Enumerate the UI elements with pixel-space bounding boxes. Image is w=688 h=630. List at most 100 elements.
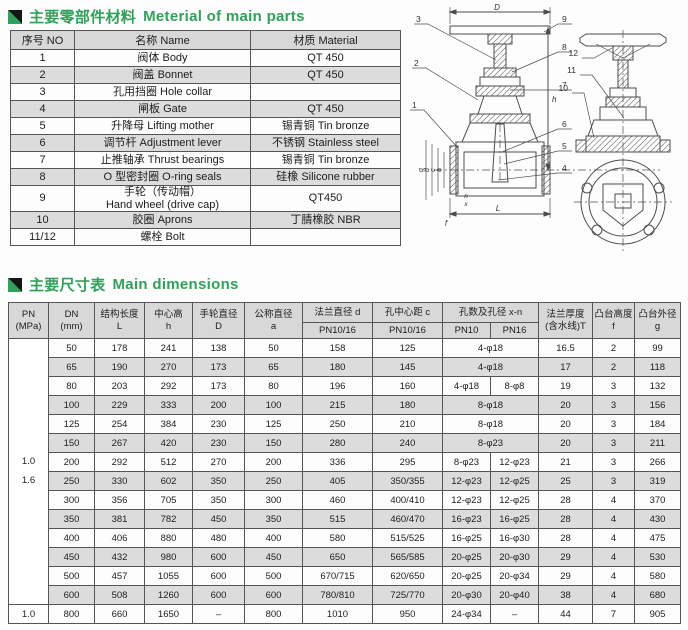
dim-label-L: L xyxy=(496,204,500,213)
parts-name: 孔用挡圈 Hole collar xyxy=(74,83,251,101)
dim-boss-od: 156 xyxy=(634,395,681,415)
parts-material: QT 450 xyxy=(250,100,401,118)
dim-length: 292 xyxy=(94,452,145,472)
dim-nominal-dia: 250 xyxy=(244,471,303,491)
dim-centre-height: 241 xyxy=(144,338,193,358)
parts-no: 8 xyxy=(10,168,75,186)
dim-flange-dia: 1010 xyxy=(302,604,373,624)
dims-header-row-2: PN10/16 PN10/16 PN10 PN16 xyxy=(9,322,681,339)
parts-material: 锡青铜 Tin bronze xyxy=(250,117,401,135)
dim-flange-dia: 280 xyxy=(302,433,373,453)
dim-flange-thickness: 17 xyxy=(538,357,593,377)
dim-flange-thickness: 38 xyxy=(538,585,593,605)
dim-flange-dia: 460 xyxy=(302,490,373,510)
dim-bolt-circle: 565/585 xyxy=(372,547,443,567)
dim-handwheel-dia: – xyxy=(192,604,245,624)
col-holes-pn10: PN10 xyxy=(442,322,491,339)
dimensions-title-zh: 主要尺寸表 xyxy=(29,277,106,294)
dim-holes-pn16: 20-φ30 xyxy=(490,547,539,567)
col-nominal-dia: 公称直径 a xyxy=(244,302,303,339)
dim-centre-height: 602 xyxy=(144,471,193,491)
dim-row: 65 190 270 173 65 180 145 4-φ18 17 2 118 xyxy=(9,357,681,377)
dim-centre-height: 292 xyxy=(144,376,193,396)
dim-flange-dia: 215 xyxy=(302,395,373,415)
parts-name: 阀体 Body xyxy=(74,49,251,67)
dim-boss-od: 475 xyxy=(634,528,681,548)
dim-length: 190 xyxy=(94,357,145,377)
dim-boss-height: 3 xyxy=(592,395,635,415)
parts-material: 不锈钢 Stainless steel xyxy=(250,134,401,152)
dim-flange-thickness: 20 xyxy=(538,433,593,453)
parts-material: 丁腈橡胶 NBR xyxy=(250,211,401,230)
gate-valve-drawing: D L f n x a xyxy=(410,3,672,252)
parts-row: 4 闸板 Gate QT 450 xyxy=(10,100,401,118)
dim-bolt-circle: 515/525 xyxy=(372,528,443,548)
dim-bolt-circle: 460/470 xyxy=(372,509,443,529)
dim-centre-height: 880 xyxy=(144,528,193,548)
dim-flange-dia: 780/810 xyxy=(302,585,373,605)
dim-flange-dia: 580 xyxy=(302,528,373,548)
dim-length: 330 xyxy=(94,471,145,491)
dim-label-D: D xyxy=(494,3,500,12)
dim-nominal-dia: 300 xyxy=(244,490,303,510)
dim-centre-height: 1260 xyxy=(144,585,193,605)
dim-handwheel-dia: 270 xyxy=(192,452,245,472)
dim-nominal-dia: 125 xyxy=(244,414,303,434)
callout-3: 3 xyxy=(416,14,421,24)
dim-row: 150 267 420 230 150 280 240 8-φ23 20 3 211 xyxy=(9,433,681,453)
dim-handwheel-dia: 173 xyxy=(192,357,245,377)
dim-centre-height: 980 xyxy=(144,547,193,567)
dim-boss-od: 132 xyxy=(634,376,681,396)
col-bolt-circle-sub: PN10/16 xyxy=(372,322,443,339)
dim-bolt-circle: 350/355 xyxy=(372,471,443,491)
dimensions-title-en: Main dimensions xyxy=(112,276,239,293)
dim-holes-pn16: 12-φ25 xyxy=(490,471,539,491)
parts-no: 11/12 xyxy=(10,228,75,247)
parts-no: 7 xyxy=(10,151,75,169)
main-dimensions-table: PN (MPa) DN (mm) 结构长度 L 中心高 h 手轮直径 D 公称直径 a 法兰… xyxy=(8,302,681,624)
parts-row: 6 调节杆 Adjustment lever 不锈钢 Stainless steel xyxy=(10,134,401,152)
dim-holes-pn16: 12-φ23 xyxy=(490,452,539,472)
dim-boss-height: 4 xyxy=(592,585,635,605)
dim-centre-height: 1650 xyxy=(144,604,193,624)
dim-flange-dia: 670/715 xyxy=(302,566,373,586)
dim-holes-pn16: 20-φ34 xyxy=(490,566,539,586)
col-handwheel-dia: 手轮直径 D xyxy=(192,302,245,339)
dim-boss-od: 99 xyxy=(634,338,681,358)
dim-boss-height: 4 xyxy=(592,528,635,548)
col-dn: DN (mm) xyxy=(48,302,95,339)
parts-material: 锡青铜 Tin bronze xyxy=(250,151,401,169)
dim-length: 508 xyxy=(94,585,145,605)
dim-holes-pn16: 8-φ8 xyxy=(490,376,539,396)
dim-bolt-circle: 180 xyxy=(372,395,443,415)
callout-1: 1 xyxy=(412,100,417,110)
dim-label-g: g xyxy=(418,168,425,172)
dim-handwheel-dia: 230 xyxy=(192,414,245,434)
dim-row: 250 330 602 350 250 405 350/355 12-φ23 12-φ25 25 3… xyxy=(9,471,681,491)
parts-no: 9 xyxy=(10,184,75,213)
parts-no: 5 xyxy=(10,117,75,135)
parts-col-material: 材质 Material xyxy=(250,30,401,50)
dim-row: 1.0 1.6 50 178 241 138 50 158 125 4-φ18 16.5 2 99 xyxy=(8,338,681,605)
dim-boss-height: 4 xyxy=(592,547,635,567)
parts-name: 闸板 Gate xyxy=(74,100,251,118)
dim-boss-height: 3 xyxy=(592,471,635,491)
dim-holes-pn10: 8-φ18 xyxy=(442,414,539,434)
dim-centre-height: 1055 xyxy=(144,566,193,586)
dim-flange-thickness: 29 xyxy=(538,547,593,567)
dim-holes-pn10: 20-φ25 xyxy=(442,547,491,567)
section-marker-icon xyxy=(8,277,22,292)
callout-9: 9 xyxy=(562,14,567,24)
dim-bolt-circle: 145 xyxy=(372,357,443,377)
dim-holes-pn16: 12-φ25 xyxy=(490,490,539,510)
callout-7: 7 xyxy=(562,80,567,90)
dim-nominal-dia: 65 xyxy=(244,357,303,377)
dim-nominal-dia: 800 xyxy=(244,604,303,624)
dim-row: 400 406 880 480 400 580 515/525 16-φ25 16-φ30 28 4… xyxy=(9,528,681,548)
dim-holes-pn10: 20-φ30 xyxy=(442,585,491,605)
dim-bolt-circle: 400/410 xyxy=(372,490,443,510)
dim-nominal-dia: 400 xyxy=(244,528,303,548)
dim-row: 100 229 333 200 100 215 180 8-φ18 20 3 156 xyxy=(9,395,681,415)
col-boss-height: 凸台高度 f xyxy=(592,302,635,339)
